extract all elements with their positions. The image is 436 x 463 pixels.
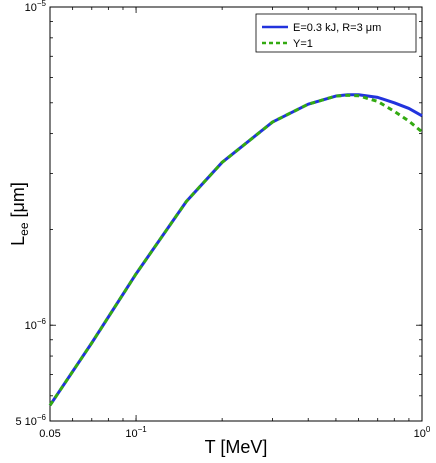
legend-label-series-2: Υ=1 bbox=[293, 38, 313, 50]
series-line-2 bbox=[48, 93, 423, 407]
y-axis-label-unit: [μm] bbox=[8, 182, 28, 222]
y-axis-label-subscript: ee bbox=[17, 222, 31, 236]
y-tick-label-2: 10−5 bbox=[25, 0, 47, 14]
x-tick-label-1: 10−1 bbox=[125, 425, 147, 440]
legend-box bbox=[255, 13, 417, 53]
y-axis-label: Lee [μm] bbox=[8, 182, 31, 246]
y-tick-label-0: 5 10−6 bbox=[15, 413, 46, 428]
y-tick-label-1: 10−6 bbox=[25, 317, 47, 332]
x-tick-label-2: 100 bbox=[414, 425, 431, 440]
x-tick-label-0: 0.05 bbox=[39, 428, 60, 440]
series-layer bbox=[48, 93, 423, 407]
legend-label-series-1: E=0.3 kJ, R=3 μm bbox=[293, 22, 381, 34]
y-axis-label-group: Lee [μm] bbox=[8, 182, 31, 246]
plot-frame bbox=[49, 6, 423, 422]
x-axis-label: T [MeV] bbox=[205, 437, 268, 457]
ticks-layer: 0.05 10−1 100 5 10−6 10−6 10−5 bbox=[15, 0, 430, 440]
legend: E=0.3 kJ, R=3 μm Υ=1 bbox=[255, 13, 417, 53]
y-axis-label-main: L bbox=[8, 236, 28, 246]
